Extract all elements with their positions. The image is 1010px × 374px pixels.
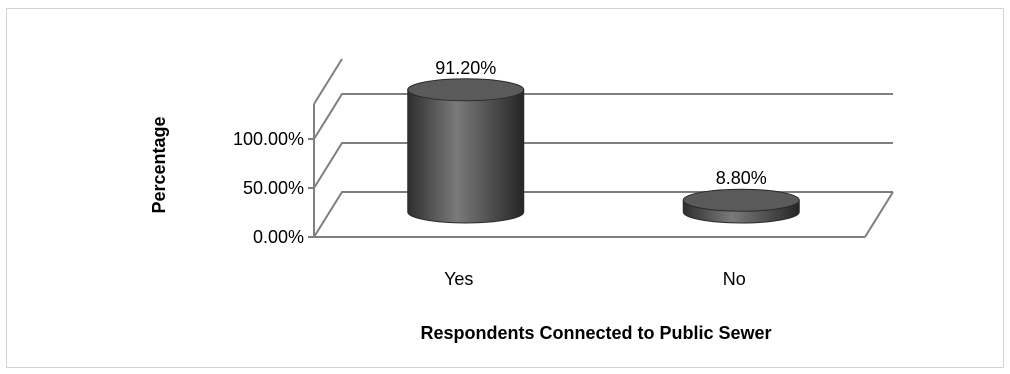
gridline-2 [313,93,893,140]
data-labels: 91.20% 8.80% [435,58,767,188]
y-axis-title: Percentage [149,116,169,213]
floor-edge-right [864,191,894,238]
gridline-0 [313,191,893,238]
x-axis-title: Respondents Connected to Public Sewer [420,323,771,343]
data-label-no: 8.80% [716,168,767,188]
bar-no-top [682,188,800,212]
gridlines [313,93,893,238]
bar-no [682,188,800,224]
y-tick-label-1: 50.00% [243,178,304,198]
y-tick-label-0: 0.00% [253,227,304,247]
plot-walls [313,58,894,238]
x-axis-ticks: Yes No [444,269,746,289]
y-axis-ticks: 0.00% 50.00% 100.00% [233,129,314,247]
x-tick-label-yes: Yes [444,269,473,289]
y-tick-label-2: 100.00% [233,129,304,149]
bar-yes-top [407,78,525,102]
wall-edge-top [313,58,343,105]
bars [407,78,800,224]
bar-yes [407,78,525,224]
bar-yes-body [407,89,525,224]
x-tick-label-no: No [723,269,746,289]
gridline-1 [313,142,893,189]
data-label-yes: 91.20% [435,58,496,78]
